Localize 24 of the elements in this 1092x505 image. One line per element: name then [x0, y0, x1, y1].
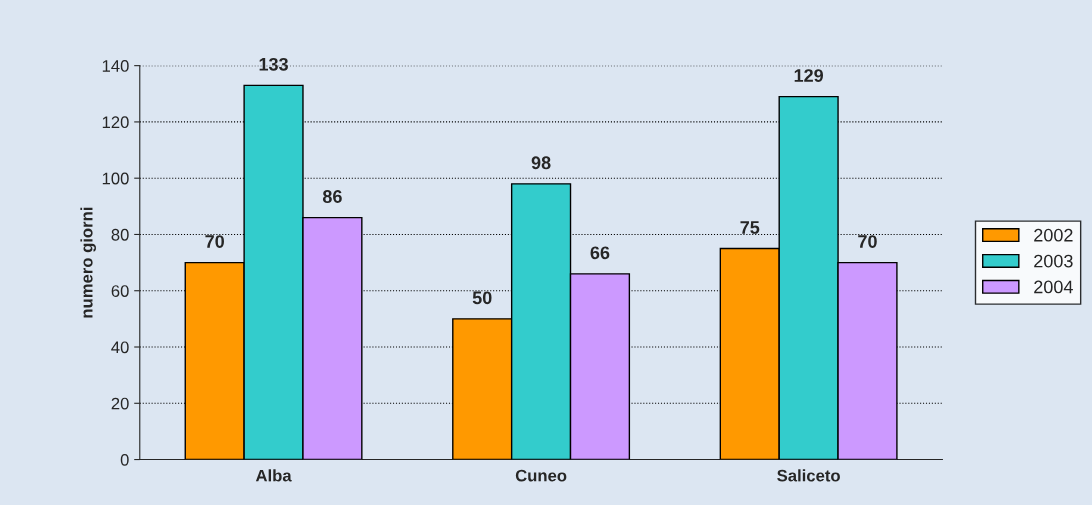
legend-label: 2002: [1034, 228, 1073, 242]
data-label: 129: [794, 69, 824, 82]
data-label: 70: [205, 235, 224, 248]
data-label: 75: [740, 221, 760, 234]
x-tick-label: Alba: [255, 469, 292, 482]
data-label: 50: [472, 291, 492, 305]
data-label: 66: [590, 246, 610, 260]
data-label: 133: [259, 57, 288, 71]
y-axis-title: numero giorni: [80, 207, 96, 318]
y-tick-label: 20: [111, 397, 129, 410]
data-label: 86: [322, 190, 342, 203]
y-tick-label: 80: [111, 228, 129, 241]
y-tick-label: 40: [111, 341, 129, 354]
x-tick-label: Cuneo: [515, 469, 567, 482]
y-tick-label: 100: [102, 172, 129, 185]
y-tick-label: 120: [102, 116, 129, 129]
legend-label: 2004: [1034, 280, 1073, 294]
y-tick-label: 140: [102, 60, 129, 72]
legend-label: 2003: [1034, 254, 1073, 268]
data-label: 98: [531, 156, 551, 170]
y-tick-label: 0: [120, 453, 129, 466]
data-label: 70: [858, 235, 877, 248]
y-tick-label: 60: [111, 285, 129, 297]
x-tick-label: Saliceto: [777, 469, 840, 482]
